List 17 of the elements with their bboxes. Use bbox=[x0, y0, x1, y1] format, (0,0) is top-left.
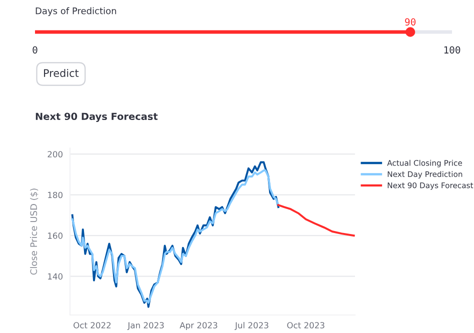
x-tick-label: Jan 2023 bbox=[127, 322, 164, 330]
x-tick-label: Apr 2023 bbox=[180, 322, 218, 330]
text: Predict bbox=[44, 68, 79, 78]
line-series bbox=[277, 204, 355, 237]
chart-title: Next 90 Days Forecast bbox=[36, 112, 158, 122]
y-tick-label: 160 bbox=[48, 232, 62, 239]
text: 0 bbox=[32, 46, 38, 54]
text: Days of Prediction bbox=[36, 7, 116, 16]
x-tick-label: Jul 2023 bbox=[234, 322, 268, 330]
y-tick-label: 200 bbox=[48, 151, 62, 158]
x-tick-label: Oct 2023 bbox=[287, 322, 324, 328]
text: 100 bbox=[444, 46, 460, 54]
y-tick-label: 180 bbox=[48, 192, 62, 198]
data-label: 90 bbox=[405, 18, 416, 26]
x-tick-label: Oct 2022 bbox=[74, 322, 111, 328]
y-axis-title: Close Price USD ($) bbox=[30, 188, 38, 275]
y-tick-label: 140 bbox=[48, 273, 62, 280]
